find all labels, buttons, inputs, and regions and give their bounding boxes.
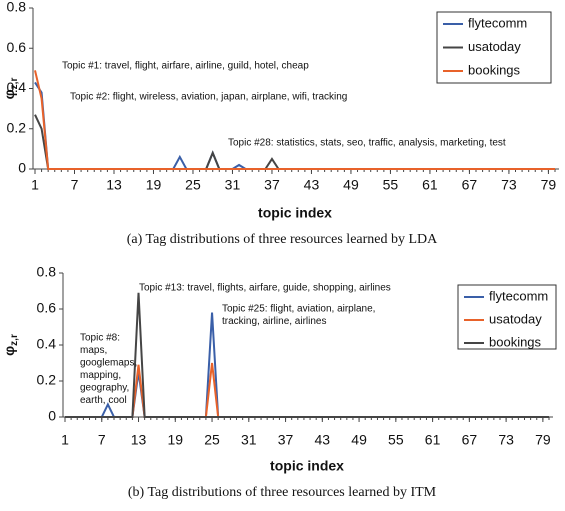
x-tick-label: 55 — [388, 432, 404, 448]
x-tick-label: 25 — [185, 177, 201, 193]
annotation: Topic #13: travel, flights, airfare, gui… — [139, 283, 391, 294]
x-tick-label: 31 — [225, 177, 241, 193]
x-tick-label: 49 — [343, 177, 359, 193]
x-tick-label: 25 — [204, 432, 220, 448]
annotation: geography, — [80, 383, 129, 394]
x-tick-label: 37 — [278, 432, 294, 448]
x-tick-label: 43 — [304, 177, 320, 193]
x-tick-label: 43 — [315, 432, 331, 448]
x-axis-label: topic index — [258, 205, 332, 221]
annotation: maps, — [80, 345, 107, 356]
annotation: mapping, — [80, 370, 121, 381]
y-tick-label: 0.6 — [37, 300, 57, 316]
x-tick-label: 19 — [167, 432, 183, 448]
annotation: tracking, airline, airlines — [222, 316, 327, 327]
x-tick-label: 7 — [71, 177, 79, 193]
chart: 0 0.2 0.4 0.6 0.8 1 7 13 19 25 31 37 43 49 55 61 67 73 79 t… — [1, 264, 557, 500]
x-tick-label: 73 — [498, 432, 514, 448]
x-axis-label: topic index — [270, 458, 344, 474]
y-axis-label: φz,r — [1, 78, 20, 100]
x-tick-label: 1 — [61, 432, 69, 448]
x-tick-label: 37 — [264, 177, 280, 193]
x-tick-label: 31 — [241, 432, 257, 448]
y-tick-label: 0.2 — [37, 372, 57, 388]
annotation: Topic #25: flight, aviation, airplane, — [222, 304, 375, 315]
y-tick-label: 0 — [48, 408, 56, 424]
legend-label: usatoday — [489, 311, 542, 326]
y-axis-label: φz,r — [1, 334, 20, 356]
chart: 0 0.2 0.4 0.6 0.8 1 7 13 19 25 31 37 43 49 55 61 67 73 79 t… — [1, 0, 559, 247]
legend-label: bookings — [489, 334, 542, 349]
legend-label: usatoday — [468, 39, 521, 54]
annotation: Topic #28: statistics, stats, seo, traff… — [228, 138, 506, 149]
y-tick-label: 0.8 — [37, 264, 57, 280]
x-tick-label: 79 — [535, 432, 551, 448]
caption: (b) Tag distributions of three resources… — [128, 485, 437, 500]
legend-label: flytecomm — [489, 288, 548, 303]
x-tick-label: 55 — [383, 177, 399, 193]
y-tick-label: 0 — [18, 160, 26, 176]
legend-box — [457, 284, 557, 350]
annotation: Topic #8: — [80, 333, 120, 344]
annotation: Topic #1: travel, flight, airfare, airli… — [62, 61, 309, 72]
x-tick-label: 19 — [146, 177, 162, 193]
x-tick-label: 13 — [131, 432, 147, 448]
series-line — [34, 70, 555, 170]
y-axis-symbol: φ — [1, 346, 17, 356]
x-tick-label: 61 — [422, 177, 438, 193]
y-tick-label: 0.2 — [7, 119, 27, 135]
legend-label: bookings — [468, 62, 521, 77]
x-tick-label: 73 — [501, 177, 517, 193]
annotation: earth, cool — [80, 395, 127, 406]
x-tick-label: 7 — [98, 432, 106, 448]
x-tick-label: 67 — [462, 432, 478, 448]
x-tick-label: 1 — [31, 177, 39, 193]
x-tick-label: 13 — [106, 177, 122, 193]
y-tick-label: 0.4 — [7, 79, 27, 95]
y-tick-label: 0.6 — [7, 39, 27, 55]
legend-label: flytecomm — [468, 15, 527, 30]
x-tick-label: 79 — [541, 177, 557, 193]
series-line — [65, 292, 549, 418]
y-axis-subscript: z,r — [9, 78, 20, 90]
series-line — [65, 362, 549, 418]
annotation: googlemaps, — [80, 358, 137, 369]
y-axis-subscript: z,r — [9, 334, 20, 346]
x-tick-label: 67 — [462, 177, 478, 193]
y-tick-label: 0.4 — [37, 336, 57, 352]
y-tick-label: 0.8 — [7, 0, 27, 15]
annotation: Topic #2: flight, wireless, aviation, ja… — [70, 92, 347, 103]
y-axis-symbol: φ — [1, 89, 17, 99]
x-tick-label: 49 — [351, 432, 367, 448]
caption: (a) Tag distributions of three resources… — [127, 232, 438, 247]
x-tick-label: 61 — [425, 432, 441, 448]
